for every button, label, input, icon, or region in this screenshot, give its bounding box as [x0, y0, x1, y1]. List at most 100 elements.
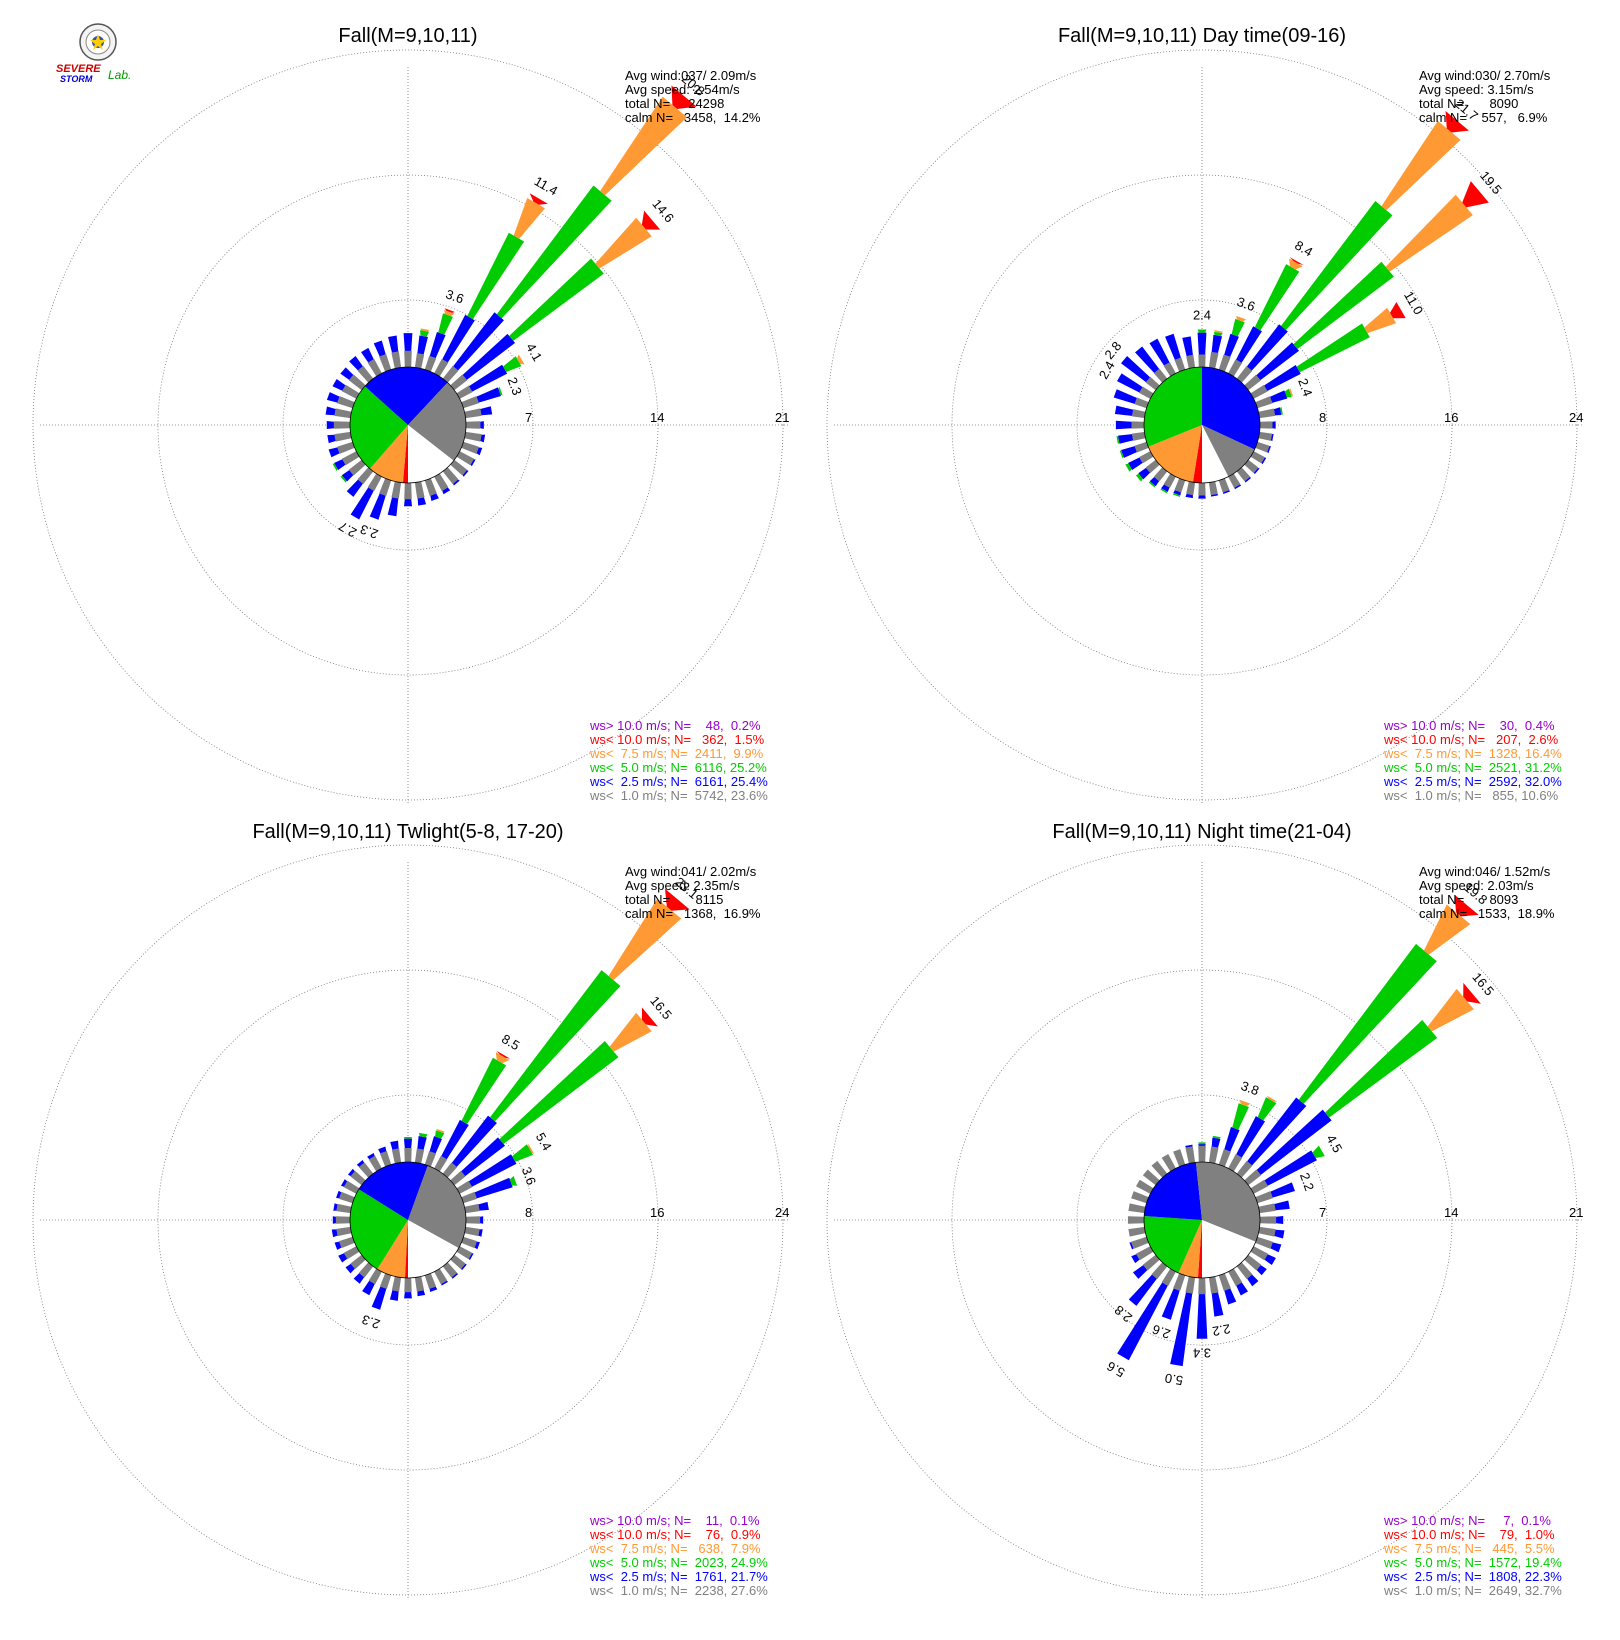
- pie-slice-lt25: [1144, 1162, 1202, 1220]
- spoke-dir-10: [414, 328, 430, 369]
- spoke-segment-lt1: [1208, 351, 1219, 369]
- ring-label: 16: [650, 1205, 664, 1220]
- spoke-segment-lt5: [419, 1132, 428, 1138]
- spoke-dir-350: [388, 335, 402, 369]
- spoke-segment-lt1: [424, 355, 437, 372]
- spoke-segment-lt25: [451, 1115, 497, 1167]
- spoke-segment-lt1: [1185, 1146, 1196, 1164]
- spoke-dir-220: [1128, 1262, 1168, 1306]
- spoke-dir-260: [1128, 1226, 1146, 1237]
- legend-item-gt10: ws> 10.0 m/s; N= 30, 0.4%: [1383, 718, 1555, 733]
- ring-circle: [157, 174, 659, 676]
- spoke-segment-lt25: [369, 493, 386, 520]
- spoke-dir-200: [371, 1273, 392, 1310]
- spoke-dir-260: [331, 1226, 352, 1238]
- spoke-dir-310: [1120, 355, 1160, 391]
- spoke-dir-220: [1148, 467, 1168, 488]
- spoke-dir-230: [1132, 1254, 1160, 1279]
- ring-label: 7: [525, 410, 532, 425]
- spoke-segment-lt1: [1186, 481, 1196, 496]
- spoke-dir-50: [1244, 181, 1489, 391]
- spoke-segment-lt5: [1257, 1097, 1277, 1121]
- ring-label: 24: [775, 1205, 789, 1220]
- spoke-segment-lt1: [379, 354, 392, 372]
- spoke-segment-lt25: [1198, 495, 1206, 499]
- spoke-segment-lt1: [334, 431, 352, 442]
- spoke-segment-lt25: [478, 1229, 483, 1237]
- spoke-segment-lt1: [1250, 451, 1265, 464]
- spoke-dir-300: [332, 379, 360, 399]
- spoke-dir-250: [334, 1236, 355, 1250]
- pie-slice-lt5: [1143, 1215, 1202, 1273]
- spoke-value-label: 2.7: [336, 519, 359, 541]
- spoke-segment-lt25: [332, 1216, 336, 1224]
- spoke-segment-lt75: [444, 309, 455, 317]
- spoke-dir-220: [346, 467, 374, 497]
- spoke-segment-lt1: [1255, 396, 1273, 409]
- spoke-segment-lt1: [1153, 467, 1168, 482]
- spoke-segment-lt25: [1161, 1288, 1180, 1320]
- spoke-segment-lt25: [1117, 373, 1143, 393]
- spoke-segment-lt25: [1149, 338, 1170, 366]
- spoke-segment-lt1: [442, 1262, 458, 1278]
- spoke-segment-lt5: [420, 330, 430, 337]
- spoke-segment-lt75: [1289, 388, 1294, 397]
- spoke-segment-lt25: [1273, 407, 1282, 416]
- spoke-segment-lt75: [1266, 1095, 1278, 1102]
- legend-item-gt10: ws> 10.0 m/s; N= 11, 0.1%: [589, 1513, 760, 1528]
- spoke-segment-lt25: [1267, 446, 1271, 454]
- spoke-segment-lt25: [1236, 1116, 1266, 1158]
- legend: ws> 10.0 m/s; N= 48, 0.2%ws< 10.0 m/s; N…: [589, 718, 768, 803]
- spoke-dir-240: [1125, 451, 1154, 472]
- spoke-segment-lt25: [356, 1159, 365, 1167]
- spoke-segment-lt10: [529, 193, 548, 205]
- spoke-segment-lt10: [1454, 894, 1479, 917]
- spoke-dir-200: [1172, 478, 1186, 497]
- spoke-dir-250: [1129, 1236, 1149, 1250]
- spoke-segment-lt25: [417, 335, 428, 355]
- ring-label: 24: [1569, 410, 1583, 425]
- spoke-segment-lt75: [1236, 315, 1246, 322]
- ring-label: 16: [1444, 410, 1458, 425]
- spoke-dir-320: [1135, 346, 1168, 383]
- spoke-value-label: 16.5: [647, 993, 675, 1022]
- pie-outline: [1143, 366, 1261, 484]
- spoke-dir-200: [1161, 1273, 1186, 1320]
- spoke-segment-lt1: [1255, 1191, 1273, 1204]
- legend-item-lt75: ws< 7.5 m/s; N= 445, 5.5%: [1383, 1541, 1555, 1556]
- spoke-segment-lt25: [1247, 1274, 1259, 1287]
- panel-title: Fall(M=9,10,11): [338, 25, 477, 47]
- spoke-segment-lt1: [424, 1273, 437, 1289]
- legend-item-lt1: ws< 1.0 m/s; N= 5742, 23.6%: [589, 788, 768, 803]
- spoke-value-label: 14.6: [649, 196, 677, 225]
- spoke-dir-110: [461, 441, 483, 456]
- spoke-segment-lt25: [1120, 355, 1151, 383]
- spoke-segment-lt25: [1161, 484, 1170, 493]
- spoke-dir-210: [362, 1268, 382, 1296]
- spoke-segment-lt25: [1129, 1242, 1134, 1250]
- spoke-segment-lt1: [1208, 1276, 1219, 1294]
- spoke-segment-lt25: [1256, 1265, 1267, 1276]
- spoke-dir-230: [340, 459, 366, 483]
- spoke-segment-lt5: [1198, 1142, 1206, 1145]
- spoke-segment-lt25: [1256, 1109, 1332, 1175]
- pie-slice-lt1: [1202, 425, 1255, 477]
- spoke-dir-360: [403, 1137, 413, 1162]
- spoke-segment-lt25: [403, 1138, 413, 1148]
- spoke-segment-lt25: [1236, 1282, 1248, 1296]
- spoke-segment-lt75: [1239, 1099, 1251, 1107]
- spoke-segment-lt25: [1118, 434, 1134, 444]
- spoke-dir-280: [333, 1203, 352, 1214]
- spoke-segment-lt5: [1119, 450, 1124, 459]
- spoke-dir-320: [356, 1159, 374, 1178]
- spoke-segment-lt1: [337, 396, 355, 409]
- spoke-segment-lt1: [343, 1246, 360, 1260]
- spoke-dir-110: [1255, 441, 1271, 454]
- spoke-value-label: 2.4: [1193, 308, 1211, 323]
- spoke-segment-lt1: [456, 451, 475, 466]
- spoke-dir-340: [1165, 333, 1186, 372]
- spoke-dir-140: [442, 467, 460, 486]
- spoke-dir-310: [1142, 1169, 1160, 1186]
- spoke-segment-lt1: [1260, 1216, 1277, 1224]
- spoke-dir-340: [378, 1146, 392, 1167]
